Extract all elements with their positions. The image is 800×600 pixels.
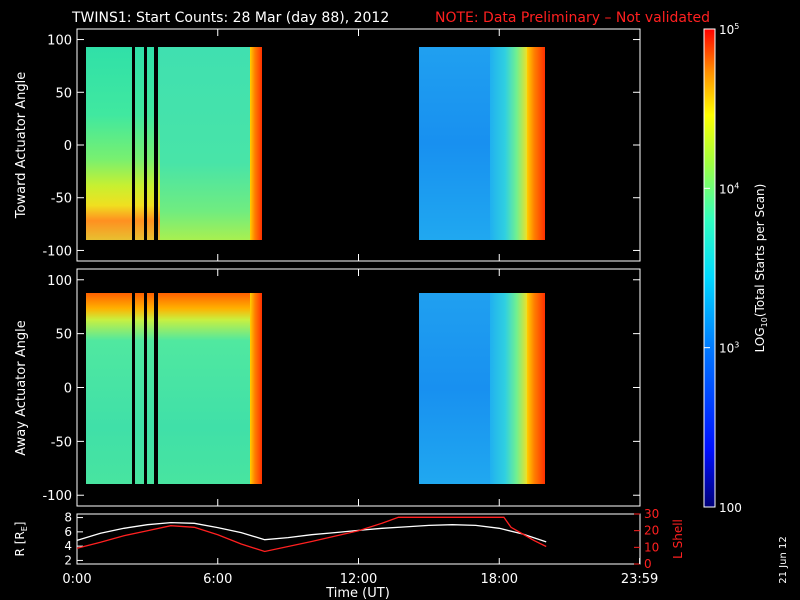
y-axis-label: Away Actuator Angle <box>14 320 29 455</box>
data-gap <box>144 293 147 484</box>
date-stamp: 21 Jun 12 <box>778 536 789 583</box>
y-tick-label: -100 <box>42 489 72 504</box>
r-series-line <box>76 521 547 543</box>
heatmap-segment-late-right <box>490 293 528 484</box>
data-gap <box>144 47 147 240</box>
colorbar: 105 104 103 100 LOG10(Total Starts per Scan… <box>703 22 769 515</box>
l-shell-axis-ticks: 30 20 10 0 <box>634 507 659 571</box>
colorbar-tick-label: 105 <box>719 22 739 37</box>
heatmap-segment-late-edge <box>527 293 545 484</box>
l-shell-tick-label: 20 <box>644 524 659 538</box>
preliminary-note: NOTE: Data Preliminary – Not validated <box>435 10 710 26</box>
x-tick-label: 12:00 <box>340 572 377 587</box>
away-heatmap <box>86 293 545 484</box>
colorbar-tick-label: 100 <box>719 501 742 515</box>
chart-title: TWINS1: Start Counts: 28 Mar (day 88), 2… <box>71 10 389 26</box>
heatmap-segment-late-edge <box>527 47 545 240</box>
r-tick-label: 6 <box>64 525 72 539</box>
y-tick-label: 0 <box>64 382 72 397</box>
y-axis-ticks: 100 50 0 -50 -100 <box>42 269 641 506</box>
colorbar-fill <box>703 28 716 508</box>
colorbar-tick-label: 103 <box>719 341 739 356</box>
y-tick-label: 50 <box>55 86 72 101</box>
y-tick-label: -50 <box>51 435 72 450</box>
heatmap-segment-early-right <box>160 47 250 240</box>
heatmap-segment-late-right <box>490 47 528 240</box>
y-tick-label: -100 <box>42 244 72 259</box>
heatmap-segment-early-edge <box>250 47 262 240</box>
y-tick-label: 100 <box>47 274 72 289</box>
r-tick-label: 8 <box>64 511 72 525</box>
r-tick-label: 2 <box>64 553 72 567</box>
l-shell-tick-label: 0 <box>644 557 652 571</box>
x-tick-label: 6:00 <box>203 572 232 587</box>
l-shell-tick-label: 30 <box>644 507 659 521</box>
y-axis-label: Toward Actuator Angle <box>14 72 29 219</box>
r-tick-label: 4 <box>64 539 72 553</box>
y-tick-label: 50 <box>55 328 72 343</box>
x-tick-label: 23:59 <box>621 572 658 587</box>
x-axis-ticks: 0:00 6:00 12:00 18:00 23:59 <box>62 558 658 587</box>
colorbar-ticks: 105 104 103 100 <box>704 22 742 515</box>
l-shell-tick-label: 10 <box>644 540 659 554</box>
x-tick-label: 0:00 <box>62 572 91 587</box>
y-tick-label: 0 <box>64 139 72 154</box>
away-actuator-panel: 100 50 0 -50 -100 Away Actuator Angle <box>14 268 641 507</box>
r-axis-label: R [RE] <box>13 522 29 557</box>
colorbar-tick-label: 104 <box>719 181 739 196</box>
data-gap <box>154 47 158 240</box>
toward-heatmap <box>86 47 545 240</box>
toward-actuator-panel: 100 50 0 -50 -100 Toward Actuator Angle <box>14 28 641 262</box>
data-gap <box>132 47 135 240</box>
data-gap <box>132 293 135 484</box>
x-tick-label: 18:00 <box>481 572 518 587</box>
y-tick-label: -50 <box>51 192 72 207</box>
l-shell-axis-label: L Shell <box>671 519 685 559</box>
y-axis-ticks: 100 50 0 -50 -100 <box>42 29 641 261</box>
data-gap <box>154 293 158 484</box>
x-axis-label: Time (UT) <box>325 586 390 600</box>
heatmap-segment-early <box>86 293 256 484</box>
heatmap-segment-early-edge <box>250 293 262 484</box>
y-tick-label: 100 <box>47 34 72 49</box>
l-shell-series-line <box>76 516 547 553</box>
plot-area <box>76 513 641 565</box>
orbit-lines <box>76 516 547 553</box>
colorbar-label: LOG10(Total Starts per Scan) <box>753 184 769 353</box>
